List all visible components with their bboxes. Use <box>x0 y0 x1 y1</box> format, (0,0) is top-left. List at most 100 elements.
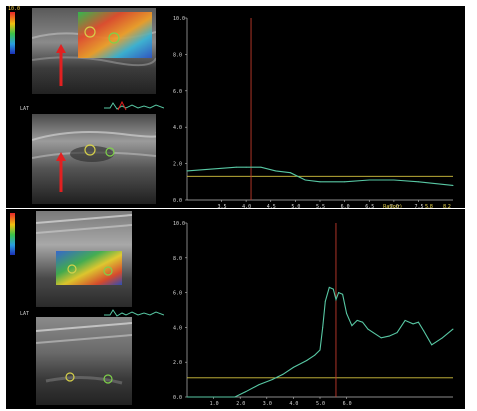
y-tick-label: 10.0 <box>173 221 185 227</box>
data-point <box>417 321 419 323</box>
x-axis-title: Ratio(r) <box>383 204 402 208</box>
data-point <box>396 332 398 334</box>
us-image-upper-bottom <box>36 211 132 307</box>
roi-circle-green[interactable] <box>108 32 120 44</box>
y-tick-label: 10.0 <box>173 16 185 22</box>
y-tick-label: 8.0 <box>173 256 182 262</box>
data-point <box>338 292 340 294</box>
data-point <box>322 326 324 328</box>
data-point <box>380 337 382 339</box>
x-axis-extra-label: 8.2 <box>443 204 451 208</box>
scale-top-label: 10.0 <box>8 6 21 12</box>
data-point <box>367 328 369 330</box>
data-point <box>289 172 291 174</box>
data-point <box>431 344 433 346</box>
roi-circle-yellow[interactable] <box>67 264 77 274</box>
data-point <box>314 354 316 356</box>
data-point <box>258 384 260 386</box>
series-line <box>186 166 454 186</box>
x-tick-label: 4.0 <box>242 204 251 208</box>
data-point <box>372 332 374 334</box>
y-tick-label: 2.0 <box>173 360 182 366</box>
data-point <box>245 166 247 168</box>
us-image-lower <box>32 114 156 204</box>
x-tick-label: 5.0 <box>291 204 300 208</box>
data-point <box>344 181 346 183</box>
elasticity-overlay <box>78 12 152 58</box>
elasticity-colorbar-icon <box>10 12 15 54</box>
roi-circle-yellow-lower[interactable] <box>65 372 75 382</box>
data-point <box>260 166 262 168</box>
y-tick-label: 4.0 <box>173 325 182 331</box>
data-point <box>441 337 443 339</box>
data-point <box>368 179 370 181</box>
data-point <box>393 179 395 181</box>
data-point <box>342 293 344 295</box>
x-tick-label: 1.0 <box>210 401 219 407</box>
x-tick-label: 4.0 <box>289 401 298 407</box>
data-point <box>362 321 364 323</box>
data-point <box>418 181 420 183</box>
x-tick-label: 5.5 <box>316 204 325 208</box>
roi-circle-green-lower[interactable] <box>103 374 113 384</box>
series-line <box>187 286 454 398</box>
data-point <box>245 391 247 393</box>
x-tick-label: 3.0 <box>263 401 272 407</box>
us-image-lower-texture <box>32 114 156 204</box>
y-tick-label: 8.0 <box>173 52 182 58</box>
roi-circle-yellow[interactable] <box>84 26 96 38</box>
elasticity-colorbar-icon <box>10 213 15 255</box>
data-point <box>351 325 353 327</box>
data-point <box>306 359 308 361</box>
red-arrow-icon <box>56 44 66 86</box>
waveform-trace-icon <box>104 309 164 317</box>
data-point <box>271 379 273 381</box>
strain-ratio-chart: 10.0 8.0 6.0 4.0 2.0 0.0 3.5 4.0 4.5 5.0 5.5 6.0 6.5… <box>173 16 454 208</box>
roi-circle-green[interactable] <box>103 266 113 276</box>
data-point <box>412 323 414 325</box>
us-image-upper-texture <box>32 8 156 94</box>
red-arrow-icon <box>56 152 66 192</box>
y-tick-label: 4.0 <box>173 125 182 131</box>
data-point <box>423 330 425 332</box>
data-point <box>452 328 454 330</box>
elasticity-overlay <box>56 251 122 285</box>
bottom-panel: LAT 10.0 8.0 6.0 4.0 2.0 0.0 1.0 2.0 3.0 4.0 5.0 6. <box>6 209 465 409</box>
data-point <box>282 373 284 375</box>
data-point <box>292 366 294 368</box>
y-tick-label: 2.0 <box>173 162 182 168</box>
data-point <box>319 349 321 351</box>
data-point <box>356 319 358 321</box>
data-point <box>234 396 236 398</box>
roi-circle-green-lower[interactable] <box>105 147 115 157</box>
us-image-lower-bottom-texture <box>36 317 132 405</box>
data-point <box>235 166 237 168</box>
data-point <box>328 286 330 288</box>
data-point <box>304 179 306 181</box>
strain-time-chart: 10.0 8.0 6.0 4.0 2.0 0.0 1.0 2.0 3.0 4.0 5.0 6.0 <box>173 221 454 407</box>
top-panel: 10.0 <box>6 6 465 208</box>
us-image-lower-bottom <box>36 317 132 405</box>
y-tick-label: 6.0 <box>173 89 182 95</box>
data-point <box>335 299 337 301</box>
x-tick-label: 3.5 <box>217 204 226 208</box>
lower-image-label: LAT <box>20 311 30 317</box>
x-tick-label: 7.5 <box>415 204 424 208</box>
x-tick-label: 6.0 <box>341 204 350 208</box>
x-tick-label: 5.0 <box>316 401 325 407</box>
data-point <box>346 312 348 314</box>
data-point <box>388 335 390 337</box>
y-tick-label: 0.0 <box>173 395 182 401</box>
data-point <box>332 288 334 290</box>
data-point <box>186 396 188 398</box>
data-point <box>211 168 213 170</box>
us-image-upper <box>32 8 156 94</box>
data-point <box>452 184 454 186</box>
roi-circle-yellow-lower[interactable] <box>84 144 96 156</box>
data-point <box>404 319 406 321</box>
waveform-trace-icon <box>104 100 164 111</box>
x-tick-label: 2.0 <box>236 401 245 407</box>
data-point <box>324 300 326 302</box>
x-tick-label: 6.0 <box>343 401 352 407</box>
x-tick-label: 4.5 <box>267 204 276 208</box>
